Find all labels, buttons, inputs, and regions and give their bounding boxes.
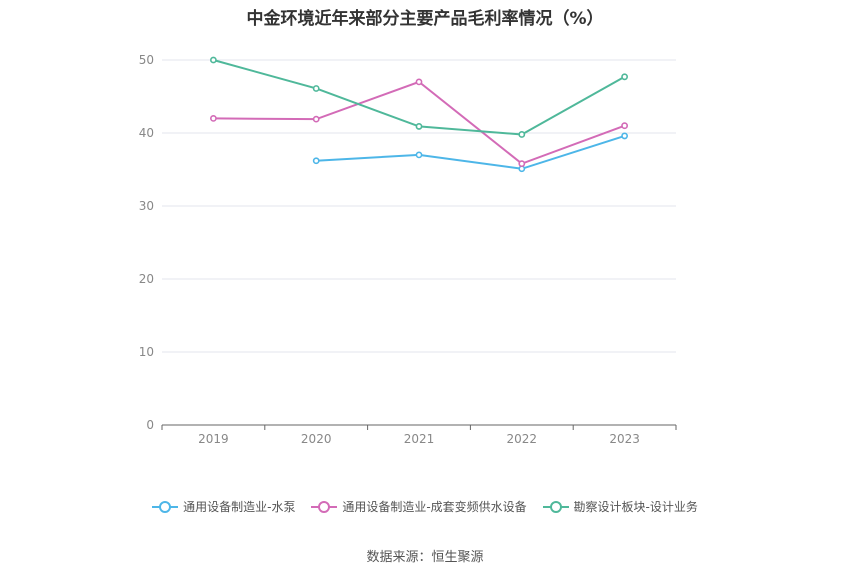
y-tick-label: 40 xyxy=(139,126,154,140)
series-line-1 xyxy=(213,80,625,165)
data-point xyxy=(415,78,423,86)
data-point xyxy=(518,131,526,138)
source-note: 数据来源：恒生聚源 xyxy=(366,550,484,565)
legend-marker-icon xyxy=(152,500,179,513)
chart-title: 中金环境近年来部分主要产品毛利率情况（%） xyxy=(246,9,604,29)
data-point xyxy=(312,157,320,165)
data-point xyxy=(415,123,423,130)
legend: 通用设备制造业-水泵 通用设备制造业-成套变频供水设备 勘察设计板块-设计业务 xyxy=(0,498,850,517)
legend-label: 通用设备制造业-水泵 xyxy=(183,500,296,514)
legend-marker-icon xyxy=(542,500,569,513)
y-tick-label: 30 xyxy=(139,199,154,213)
data-point xyxy=(621,122,628,130)
x-tick-label: 2019 xyxy=(198,432,229,446)
data-point xyxy=(415,151,423,159)
x-tick-label: 2022 xyxy=(507,432,538,446)
data-point xyxy=(209,115,217,122)
x-tick-label: 2021 xyxy=(404,432,435,446)
legend-item-water-supply-equipment[interactable]: 通用设备制造业-成套变频供水设备 xyxy=(311,498,527,515)
legend-label: 勘察设计板块-设计业务 xyxy=(573,500,698,514)
legend-item-water-pump[interactable]: 通用设备制造业-水泵 xyxy=(152,498,296,515)
data-point xyxy=(209,56,217,64)
data-point xyxy=(312,115,320,123)
y-tick-label: 10 xyxy=(139,345,154,359)
y-tick-label: 20 xyxy=(139,272,154,286)
grid-layer xyxy=(162,59,676,353)
legend-label: 通用设备制造业-成套变频供水设备 xyxy=(342,500,527,514)
data-point xyxy=(518,160,526,168)
x-tick-label: 2023 xyxy=(609,432,640,446)
axis-layer: 0 10 20 30 40 50 2019 2020 2021 2022 2023 xyxy=(139,53,677,446)
y-tick-label: 50 xyxy=(139,53,154,67)
x-tick-label: 2020 xyxy=(301,432,332,446)
data-point xyxy=(621,73,628,81)
legend-item-design-business[interactable]: 勘察设计板块-设计业务 xyxy=(542,498,698,515)
y-tick-label: 0 xyxy=(146,418,154,432)
data-point xyxy=(621,132,628,140)
legend-marker-icon xyxy=(311,500,338,513)
series-line-0 xyxy=(316,134,625,170)
series-layer xyxy=(209,56,628,173)
data-point xyxy=(312,85,320,92)
